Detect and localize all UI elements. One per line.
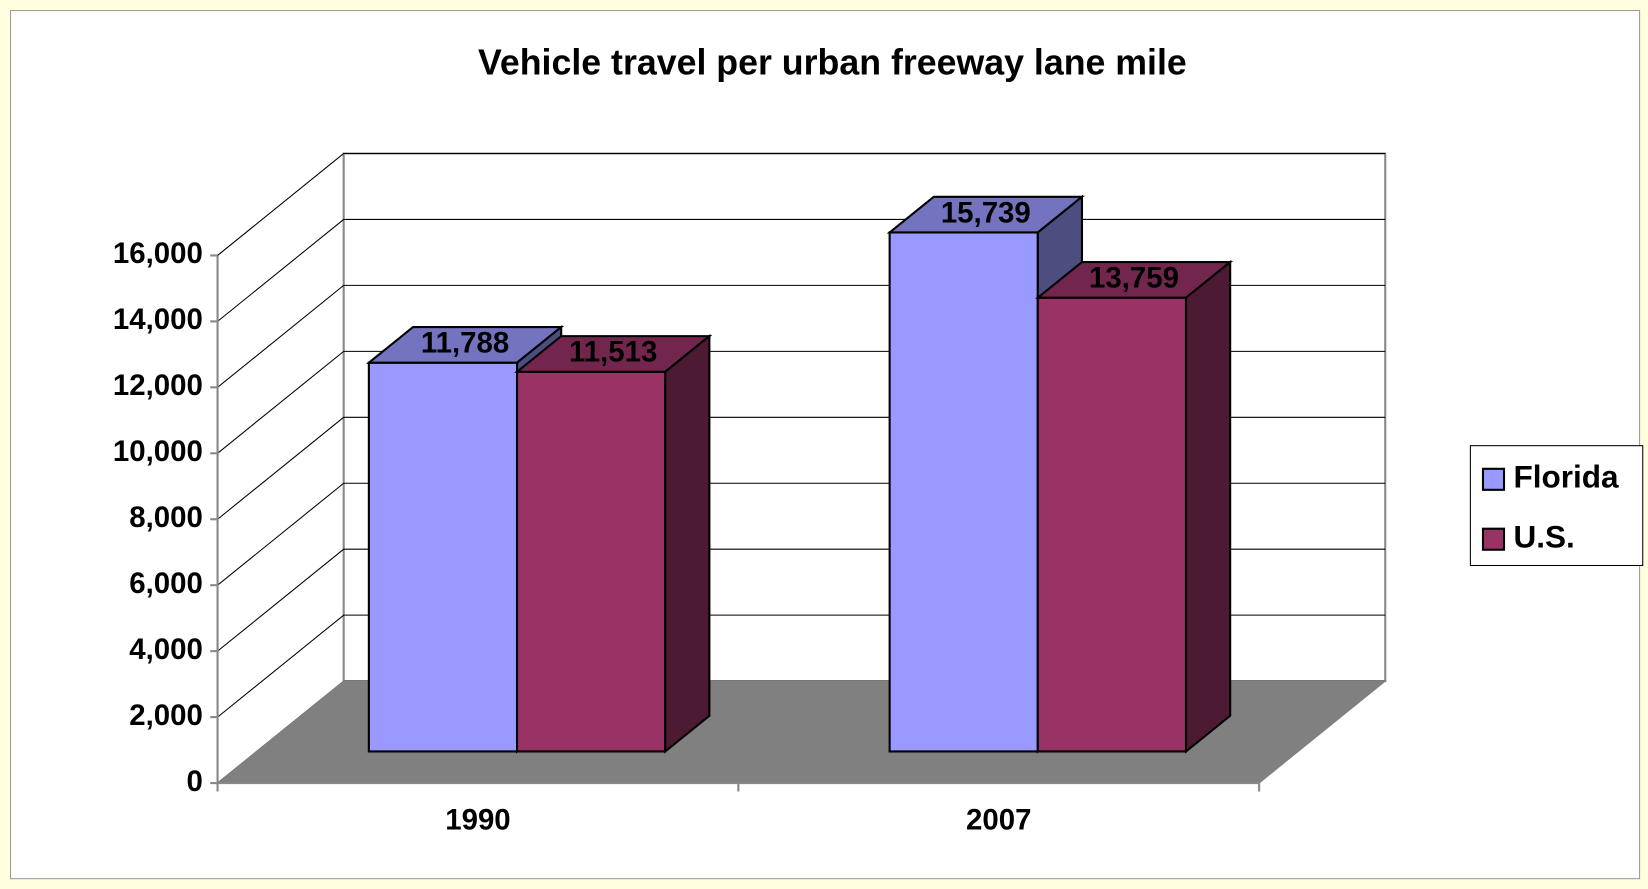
legend-swatch bbox=[1481, 467, 1506, 491]
bar-side bbox=[664, 333, 711, 754]
bar-front bbox=[1036, 296, 1188, 753]
chart-title: Vehicle travel per urban freeway lane mi… bbox=[478, 43, 1187, 83]
x-tick-label: 1990 bbox=[445, 804, 510, 837]
value-label: 13,759 bbox=[1089, 262, 1179, 295]
value-label: 15,739 bbox=[941, 196, 1031, 229]
legend-label: U.S. bbox=[1513, 519, 1574, 555]
grid-line bbox=[217, 152, 1386, 256]
bar-front bbox=[515, 370, 667, 753]
legend-swatch bbox=[1481, 527, 1506, 551]
y-tick-label: 0 bbox=[186, 765, 202, 798]
y-tick-label: 14,000 bbox=[113, 303, 203, 336]
y-tick-label: 2,000 bbox=[129, 699, 203, 732]
plot: 0 2,000 4,000 6,000 8,000 10,000 12,000 14,000 1… bbox=[113, 152, 1387, 837]
x-tick-label: 2007 bbox=[966, 804, 1031, 837]
y-tick-label: 8,000 bbox=[129, 501, 203, 534]
bar bbox=[1034, 259, 1234, 754]
bar-front bbox=[888, 231, 1039, 753]
bar bbox=[514, 333, 713, 754]
bar-side bbox=[1184, 259, 1232, 754]
value-label: 11,513 bbox=[569, 336, 657, 369]
y-tick-label: 4,000 bbox=[129, 633, 203, 666]
y-tick-label: 16,000 bbox=[113, 237, 203, 270]
y-tick-label: 6,000 bbox=[129, 567, 203, 600]
value-label: 11,788 bbox=[421, 327, 509, 360]
y-tick-label: 12,000 bbox=[113, 369, 203, 402]
legend-label: Florida bbox=[1513, 459, 1619, 495]
y-tick-label: 10,000 bbox=[113, 435, 203, 468]
bar-front bbox=[367, 361, 519, 753]
